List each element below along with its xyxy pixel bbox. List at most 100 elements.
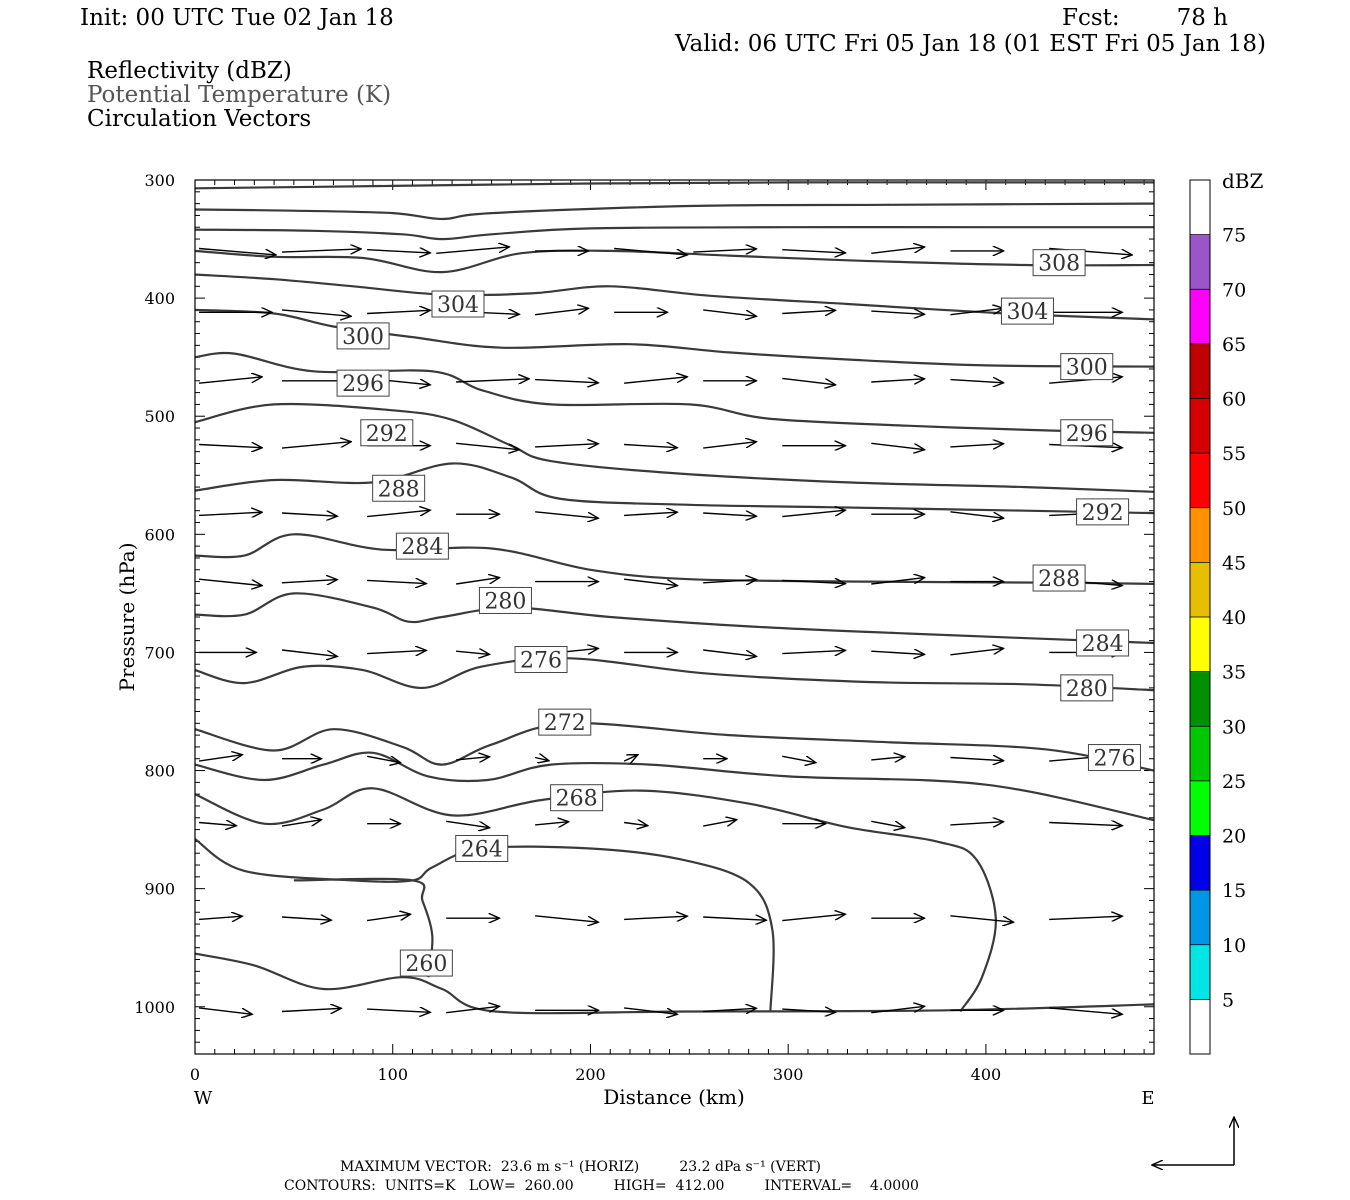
tick-labels: 300 400 500 600 700 800 900 1000 0 100 200 300 400 [134,171,1001,1084]
colorbar-cell [1190,453,1210,508]
contour-label-box [1076,498,1130,526]
isentrope-300 [194,351,1155,434]
isentrope-276 [194,722,1155,772]
circulation-vector [367,650,426,653]
circulation-vector [624,377,687,384]
colorbar-cell [1190,398,1210,454]
isentrope-280 [194,657,1155,692]
circulation-vector [950,915,1013,922]
colorbar-label: 75 [1222,225,1246,247]
contour-labels: 304 300 296 292 288 284 280 276 272 268 264 260 308 3… [336,249,1141,977]
circulation-vector [366,755,401,762]
colorbar-label: 15 [1222,880,1246,902]
footer-contours: CONTOURS: UNITS=K LOW= 260.00 HIGH= 412.… [284,1178,919,1194]
circulation-vector [782,755,816,762]
isentrope-260 [293,877,434,978]
circulation-vector [624,823,648,826]
contour-label-box [550,784,604,812]
colorbar-label: 55 [1222,443,1246,465]
y-axis-label: Pressure (hPa) [115,543,139,692]
colorbar-cell [1190,835,1210,891]
circulation-vector [198,247,276,255]
x-tick-label: 100 [377,1065,408,1084]
contour-label-box [336,369,390,397]
contour-label: 308 [1038,252,1080,277]
circulation-vector [281,917,331,920]
isentrope-304 [194,308,1155,368]
circulation-vector [198,916,242,919]
contour-label: 292 [1082,501,1124,526]
isentrope-284 [194,592,1155,645]
contour-label: 292 [366,422,408,447]
contour-label: 272 [544,711,586,736]
x-tick-label: 200 [575,1065,606,1084]
contour-label-box [1032,564,1086,592]
circulation-vector [703,820,737,827]
circulation-vector [703,513,756,516]
isentrope-316 [194,226,1155,241]
contour-label: 280 [1066,677,1108,702]
circulation-vector [535,915,598,922]
circulation-vector [782,510,845,518]
circulation-vector [198,1007,252,1014]
contour-label: 260 [405,952,447,977]
contour-label: 284 [1082,632,1124,657]
init-time: Init: 00 UTC Tue 02 Jan 18 [80,5,394,31]
y-tick-label: 600 [144,525,175,544]
circulation-vector [367,580,426,583]
circulation-vector [281,580,337,583]
circulation-vector [198,755,242,762]
colorbar-label: 65 [1222,334,1246,356]
x-tick-label: 300 [773,1065,804,1084]
colorbar-cell [1190,180,1210,235]
colorbar-label: 45 [1222,552,1246,574]
circulation-vector [367,250,430,253]
colorbar-cell [1190,343,1210,399]
circulation-vector [446,1006,499,1014]
colorbar-cell [1190,944,1210,1000]
contour-label-box [1060,353,1114,381]
circulation-vector [703,580,756,583]
contour-label: 304 [437,293,479,318]
reference-vector [1152,1117,1234,1165]
circulation-vector [535,822,569,825]
colorbar-label: 60 [1222,389,1246,411]
circulation-vector [703,917,766,920]
circulation-vector [281,442,351,449]
contour-label-box [1000,297,1054,325]
colorbar-label: 50 [1222,498,1246,520]
circulation-vector [535,308,588,316]
contour-label: 296 [1066,422,1108,447]
isentrope-264 [194,838,775,1012]
contour-label: 288 [1038,567,1080,592]
circulation-vector [281,249,361,252]
isentrope-296 [194,402,1155,493]
circulation-vector [950,822,1003,825]
colorbar-label: 70 [1222,279,1246,301]
circulation-vector [535,511,598,518]
contour-label: 304 [1006,300,1048,325]
colorbar-cell [1190,999,1210,1054]
circulation-vector [456,651,490,654]
isentrope-268 [194,787,997,1013]
y-tick-label: 500 [144,407,175,426]
circulation-vector [871,820,905,827]
circulation-vector [782,580,845,583]
circulation-vector [693,249,756,252]
circulation-vector [623,755,638,761]
isentrope-260 [194,952,1155,1015]
contour-label-box [336,322,390,350]
circulation-vector [950,758,1003,761]
contour-label-box [478,586,532,614]
colorbar-cell [1190,890,1210,945]
contour-label: 268 [556,787,598,812]
colorbar-cell [1190,780,1210,836]
isentrope-272 [194,751,1155,822]
contour-label-box [1087,744,1141,772]
circulation-vector [871,311,924,314]
circulation-vector [950,511,1003,518]
circulation-vector [782,914,845,922]
isentrope-288 [194,533,1155,585]
contour-label-box [1060,419,1114,447]
